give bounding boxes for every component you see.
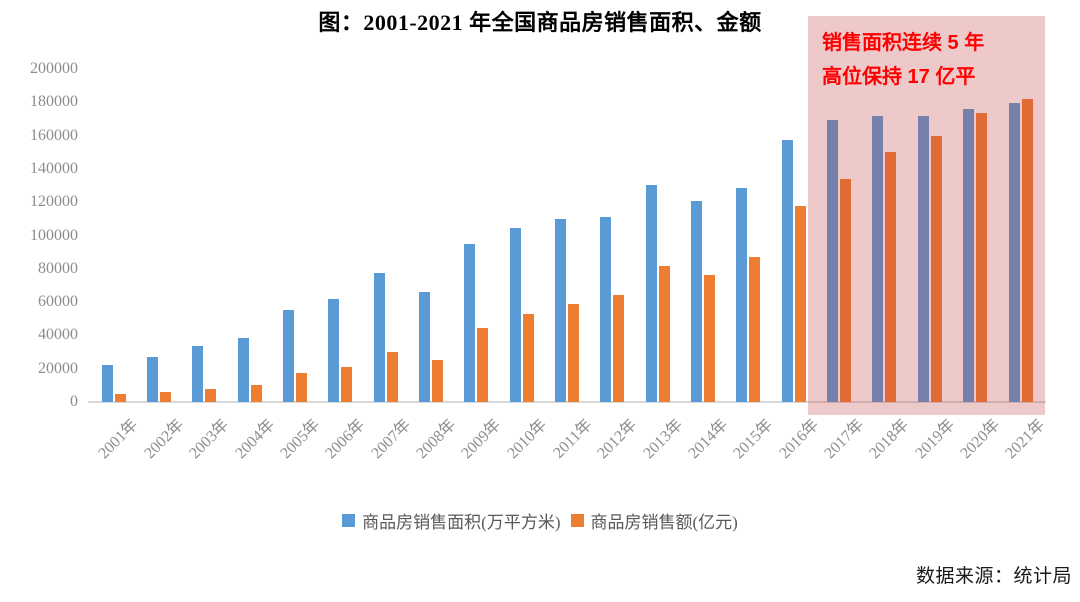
chart-title: 图：2001-2021 年全国商品房销售面积、金额 (318, 10, 762, 35)
bar-area-2013年 (645, 184, 657, 402)
y-axis-tick-label: 20000 (38, 359, 78, 377)
y-axis-tick-label: 60000 (38, 293, 78, 311)
bar-amount-2015年 (749, 256, 761, 402)
bar-area-2016年 (781, 140, 793, 402)
bar-amount-2021年 (1021, 99, 1033, 402)
bar-area-2007年 (373, 273, 385, 402)
bar-area-2009年 (464, 244, 476, 402)
y-axis-tick-label: 140000 (30, 159, 78, 177)
bar-amount-2009年 (477, 328, 489, 402)
legend-item-sales-area: 商品房销售面积(万平方米) (342, 508, 561, 533)
y-axis-tick-label: 0 (70, 393, 78, 410)
y-axis-tick-label: 100000 (30, 226, 78, 244)
bar-area-2006年 (328, 299, 340, 402)
bar-area-2017年 (827, 119, 839, 402)
y-axis-tick-label: 80000 (38, 259, 78, 277)
bar-amount-2002年 (159, 391, 171, 402)
y-axis-tick-label: 180000 (30, 93, 78, 111)
bar-area-2021年 (1008, 103, 1020, 402)
y-axis-tick-label: 200000 (30, 60, 78, 77)
annotation-line-1: 销售面积连续 5 年 (822, 32, 985, 54)
bar-amount-2004年 (250, 384, 262, 402)
x-axis-tick-label: 2001年 (95, 416, 142, 463)
x-axis-tick-label: 2012年 (594, 416, 641, 463)
legend-item-sales-amount: 商品房销售额(亿元) (570, 508, 738, 533)
bar-area-2005年 (282, 309, 294, 402)
x-axis-baseline (88, 401, 1046, 403)
x-axis-tick-label: 2018年 (866, 416, 913, 463)
bar-area-2001年 (101, 364, 113, 402)
bar-area-2002年 (146, 357, 158, 402)
bar-area-2014年 (691, 201, 703, 402)
x-axis-tick-label: 2015年 (730, 416, 777, 463)
bar-area-2004年 (237, 338, 249, 402)
x-axis-tick-label: 2004年 (231, 416, 278, 463)
bar-amount-2006年 (341, 367, 353, 402)
bar-area-2012年 (600, 216, 612, 402)
x-axis-tick-label: 2017年 (821, 416, 868, 463)
legend-label-sales-amount: 商品房销售额(亿元) (590, 513, 738, 532)
bar-area-2015年 (736, 188, 748, 402)
annotation-callout: 销售面积连续 5 年 高位保持 17 亿平 (822, 26, 984, 94)
bar-amount-2003年 (205, 388, 217, 402)
bar-amount-2012年 (613, 294, 625, 402)
x-axis-tick-label: 2013年 (639, 416, 686, 463)
legend: 商品房销售面积(万平方米) 商品房销售额(亿元) (0, 508, 1080, 533)
bar-amount-2005年 (295, 372, 307, 402)
x-axis-tick-label: 2003年 (186, 416, 233, 463)
bar-area-2011年 (555, 218, 566, 402)
bar-amount-2019年 (930, 136, 942, 402)
bar-amount-2018年 (885, 152, 897, 402)
x-axis-tick-label: 2016年 (776, 416, 823, 463)
legend-swatch-blue-icon (342, 514, 356, 527)
x-axis-tick-label: 2010年 (503, 416, 550, 463)
bar-amount-2011年 (568, 303, 579, 402)
x-axis-tick-label: 2006年 (322, 416, 369, 463)
bar-amount-2014年 (704, 274, 716, 402)
y-axis-tick-label: 40000 (38, 326, 78, 344)
legend-swatch-orange-icon (570, 514, 584, 527)
x-axis-tick-label: 2019年 (912, 416, 959, 463)
bar-amount-2016年 (794, 206, 806, 402)
bar-amount-2010年 (522, 314, 534, 402)
bar-area-2008年 (418, 292, 430, 402)
y-axis-tick-label: 120000 (30, 193, 78, 211)
bar-amount-2013年 (658, 266, 670, 402)
x-axis-tick-label: 2014年 (685, 416, 732, 463)
bar-amount-2001年 (114, 393, 126, 402)
legend-label-sales-area: 商品房销售面积(万平方米) (362, 513, 561, 532)
x-axis-tick-label: 2021年 (1002, 416, 1049, 463)
x-axis-tick-label: 2007年 (367, 416, 414, 463)
bar-amount-2017年 (840, 179, 852, 402)
bar-area-2010年 (509, 227, 521, 402)
bar-area-2019年 (917, 116, 929, 402)
x-axis-tick-label: 2008年 (413, 416, 460, 463)
bar-area-2018年 (872, 116, 884, 402)
bar-area-2003年 (192, 345, 204, 402)
x-axis-tick-label: 2020年 (957, 416, 1004, 463)
data-source: 数据来源：统计局 (915, 566, 1072, 587)
bar-amount-2007年 (386, 352, 398, 402)
annotation-line-2: 高位保持 17 亿平 (822, 66, 976, 88)
x-axis-tick-label: 2011年 (549, 416, 596, 462)
bar-area-2020年 (963, 108, 975, 402)
bar-amount-2008年 (431, 360, 443, 402)
x-axis-tick-label: 2009年 (458, 416, 505, 463)
bar-amount-2020年 (976, 112, 988, 402)
x-axis-tick-label: 2002年 (141, 416, 188, 463)
x-axis-tick-label: 2005年 (277, 416, 324, 463)
y-axis-tick-label: 160000 (30, 126, 78, 144)
